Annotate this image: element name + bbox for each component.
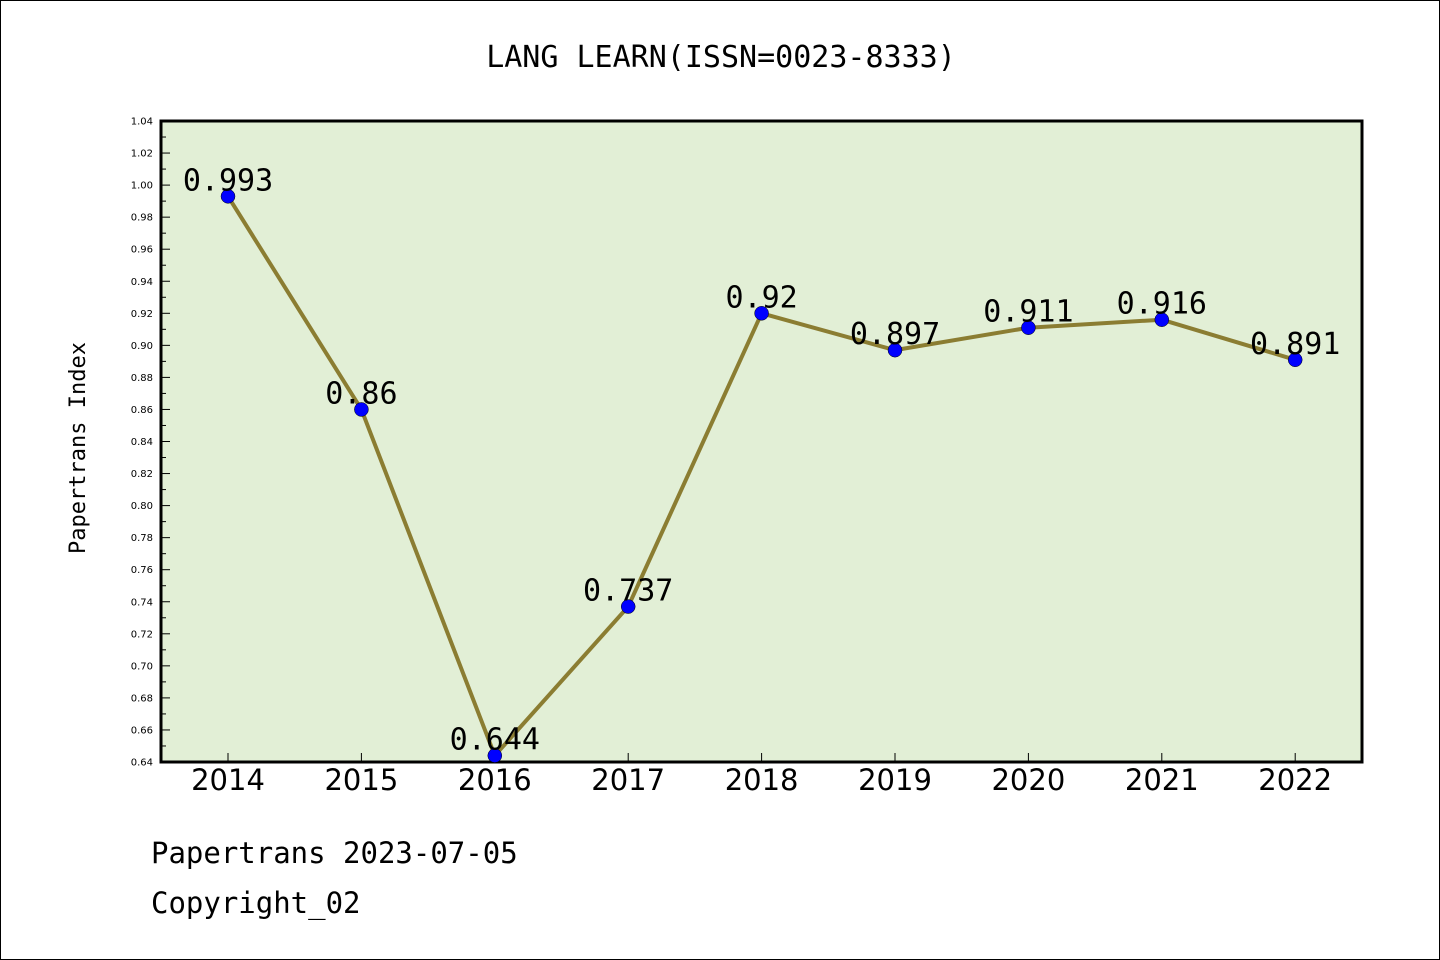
data-label-2016: 0.644 [450,723,540,758]
y-tick-label: 1.04 [131,117,153,128]
y-tick-label: 0.82 [131,469,153,480]
plot-area [159,119,1364,764]
data-label-2019: 0.897 [850,317,940,352]
y-tick-label: 0.92 [131,309,153,320]
x-tick-label: 2016 [458,763,532,797]
x-tick-label: 2015 [324,763,398,797]
data-label-2018: 0.92 [725,280,797,315]
data-point-2016 [487,748,503,763]
data-point-2018 [754,306,769,321]
footer-copyright: Copyright_02 [151,886,361,920]
data-label-2015: 0.86 [325,376,397,411]
y-tick-label: 0.90 [131,341,153,352]
y-tick-label: 1.00 [131,181,153,192]
data-label-2014: 0.993 [183,163,273,198]
data-point-2014 [220,189,236,204]
data-label-2020: 0.911 [983,295,1073,330]
data-label-2022: 0.891 [1250,327,1340,362]
data-point-2022 [1287,352,1303,368]
y-tick-label: 0.64 [131,758,153,769]
y-tick-label: 0.86 [131,405,153,416]
y-axis-label: Papertrans Index [66,342,91,554]
data-point-2021 [1154,312,1170,327]
footer-date: Papertrans 2023-07-05 [151,836,518,870]
y-tick-label: 0.66 [131,725,153,736]
y-tick-label: 0.96 [131,245,153,256]
data-point-2015 [354,402,369,417]
data-point-2020 [1021,320,1036,335]
x-tick-label: 2017 [591,763,665,797]
series-layer [220,189,1303,763]
data-point-2017 [620,599,636,614]
y-tick-label: 0.70 [131,661,153,672]
y-tick-label: 0.74 [131,597,153,608]
x-tick-label: 2018 [725,763,799,797]
y-tick-label: 0.78 [131,533,153,544]
y-axis-ticks: 0.64 0.66 0.68 0.70 0.72 0.74 0.76 0.78 0.80 0.82… [131,117,170,769]
x-axis-ticks: 2014 2015 2016 2017 2018 2019 2020 2021 2022 [191,753,1332,797]
x-tick-label: 2014 [191,763,265,797]
y-tick-label: 0.72 [131,629,153,640]
y-tick-label: 0.80 [131,501,153,512]
y-tick-label: 0.76 [131,565,153,576]
x-tick-label: 2020 [991,763,1065,797]
y-tick-label: 1.02 [131,149,153,160]
y-tick-label: 0.68 [131,693,153,704]
chart-title: LANG LEARN(ISSN=0023-8333) [486,40,956,75]
data-point-2019 [887,342,903,358]
data-label-layer: 0.993 0.86 0.644 0.737 0.92 0.897 0.911 0.916 0.… [183,163,1341,757]
y-tick-label: 0.98 [131,213,153,224]
x-tick-label: 2021 [1125,763,1199,797]
x-tick-label: 2019 [858,763,932,797]
y-tick-label: 0.94 [131,277,153,288]
y-tick-label: 0.84 [131,437,153,448]
y-tick-label: 0.88 [131,373,153,384]
data-label-2021: 0.916 [1117,287,1207,322]
data-label-2017: 0.737 [583,574,673,609]
x-tick-label: 2022 [1258,763,1332,797]
